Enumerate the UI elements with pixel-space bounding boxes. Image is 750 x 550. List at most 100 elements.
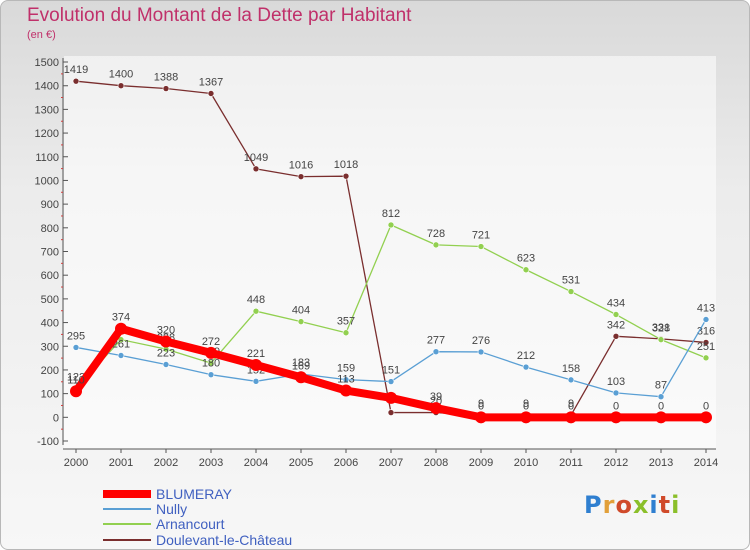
data-label: 623: [517, 253, 535, 265]
x-tick-label: 2013: [649, 457, 673, 469]
data-point: [205, 346, 217, 359]
data-point: [477, 243, 485, 250]
data-label: 413: [697, 302, 715, 314]
data-point: [387, 409, 395, 416]
y-tick-label: 1500: [35, 57, 59, 69]
data-point: [70, 385, 82, 398]
data-point: [295, 371, 307, 384]
data-point: [477, 348, 485, 356]
data-label: 221: [247, 348, 265, 360]
data-label: 158: [562, 363, 580, 375]
data-label: 0: [613, 400, 619, 412]
x-tick-label: 2010: [514, 457, 538, 469]
y-tick-label: 1300: [35, 104, 59, 116]
data-label: 159: [337, 363, 355, 375]
x-tick-label: 2014: [694, 457, 718, 469]
data-point: [432, 241, 440, 249]
data-label: 1400: [109, 69, 133, 81]
y-tick-label: 400: [41, 318, 59, 330]
y-tick-label: 500: [41, 294, 59, 306]
data-label: 1388: [154, 72, 178, 84]
series-nully: 2952612231801521831591512772762121581038…: [67, 302, 715, 401]
proxiti-logo: Proxiti: [584, 491, 681, 519]
y-tick-label: 1400: [35, 81, 59, 93]
data-label: 812: [382, 208, 400, 220]
data-point: [117, 82, 125, 89]
data-label: 1049: [244, 152, 268, 164]
y-tick-label: 900: [41, 199, 59, 211]
data-label: 1018: [334, 159, 358, 171]
data-label: 180: [202, 358, 220, 370]
data-point: [207, 371, 215, 378]
data-label: 357: [337, 316, 355, 328]
data-label: 251: [697, 341, 715, 353]
y-tick-label: 1200: [35, 128, 59, 140]
data-point: [520, 411, 532, 424]
data-point: [565, 411, 577, 424]
data-label: 276: [472, 335, 490, 347]
data-label: 87: [655, 380, 667, 392]
data-label: 9: [568, 398, 574, 410]
data-point: [342, 376, 350, 383]
data-point: [207, 90, 215, 97]
data-label: 1419: [64, 64, 88, 76]
data-point: [702, 339, 710, 346]
legend-label: Arnancourt: [156, 516, 225, 532]
data-label: 0: [658, 400, 664, 412]
data-point: [115, 322, 127, 335]
y-tick-label: 1000: [35, 175, 59, 187]
chart-subtitle: (en €): [27, 29, 56, 41]
data-label: 183: [292, 357, 310, 369]
data-point: [522, 266, 530, 274]
data-point: [252, 307, 260, 315]
y-tick-label: -100: [37, 436, 59, 448]
data-label: 404: [292, 305, 310, 317]
series-blumeray: 110 374 320 272 221 169 113 39 0 0 0 0 0 0: [67, 312, 712, 424]
data-point: [162, 85, 170, 92]
x-tick-label: 2002: [154, 457, 178, 469]
plot-area: [64, 56, 716, 449]
data-point: [657, 393, 665, 401]
y-tick-label: 100: [41, 389, 59, 401]
data-point: [387, 378, 395, 385]
x-tick-label: 2001: [109, 457, 133, 469]
data-label: 212: [517, 350, 535, 362]
data-point: [162, 361, 170, 368]
data-label: 9: [523, 398, 529, 410]
data-point: [522, 363, 530, 371]
y-tick-label: 600: [41, 270, 59, 282]
data-label: 1016: [289, 160, 313, 172]
data-label: 103: [607, 376, 625, 388]
data-label: 169: [292, 360, 310, 372]
data-label: 0: [478, 400, 484, 412]
data-point: [702, 316, 710, 323]
data-point: [612, 333, 620, 340]
data-point: [432, 348, 440, 355]
chart-title: Evolution du Montant de la Dette par Hab…: [27, 5, 412, 26]
data-point: [612, 389, 620, 397]
data-label: 531: [562, 275, 580, 287]
x-tick-label: 2007: [379, 457, 403, 469]
data-label: 223: [157, 347, 175, 359]
y-tick-label: 800: [41, 223, 59, 235]
data-label: 272: [202, 336, 220, 348]
data-point: [567, 288, 575, 295]
data-point: [385, 391, 397, 404]
y-tick-label: 300: [41, 341, 59, 353]
data-point: [702, 354, 710, 362]
data-point: [207, 359, 215, 367]
data-point: [387, 221, 395, 229]
data-label: 320: [157, 325, 175, 337]
data-label: 151: [382, 365, 400, 377]
data-point: [430, 402, 442, 415]
data-label: 39: [430, 391, 442, 403]
y-tick-label: 200: [41, 365, 59, 377]
data-point: [567, 376, 575, 384]
data-point: [610, 411, 622, 424]
data-point: [612, 311, 620, 318]
data-label: 721: [472, 230, 490, 242]
data-label: 728: [427, 228, 445, 240]
data-point: [475, 411, 487, 424]
